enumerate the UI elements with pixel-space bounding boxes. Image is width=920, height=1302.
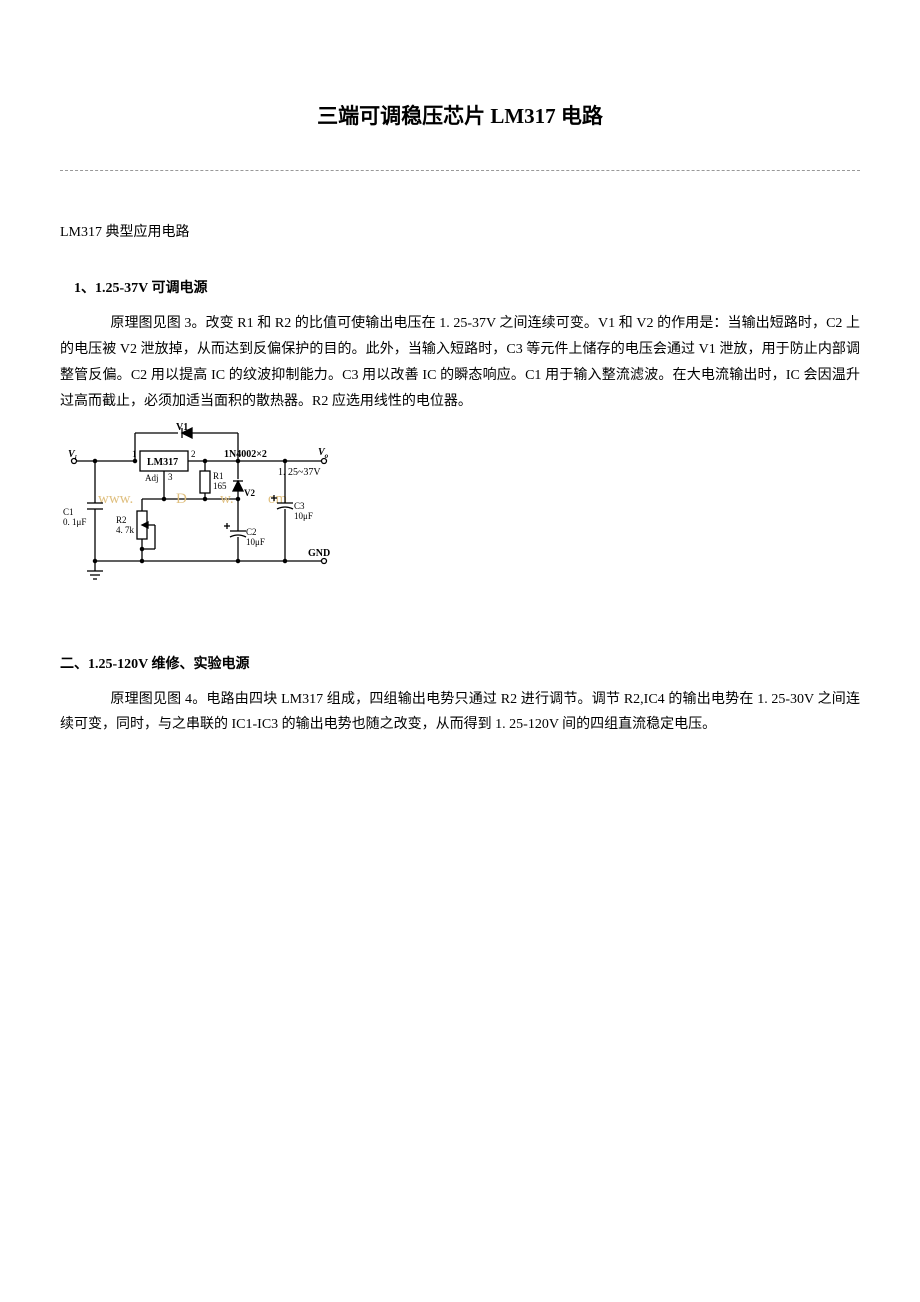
section2-paragraph: 原理图见图 4。电路由四块 LM317 组成，四组输出电势只通过 R2 进行调节… [60,687,860,739]
label-r2: R2 [116,515,127,525]
label-r1val: 165 [213,481,227,491]
label-pin2: 2 [191,449,196,459]
label-v1: V1 [176,422,188,433]
label-c1: C1 [63,507,74,517]
watermark2: D [176,491,187,507]
label-c2val: 10μF [246,537,265,547]
label-diodes: 1N4002×2 [224,449,267,460]
label-pin3: 3 [168,472,173,482]
section1-paragraph: 原理图见图 3。改变 R1 和 R2 的比值可使输出电压在 1. 25-37V … [60,311,860,415]
label-v2: V2 [244,488,255,498]
label-c1val: 0. 1μF [63,517,86,527]
section1-heading: 1、1.25-37V 可调电源 [60,277,860,297]
label-r2val: 4. 7k [116,525,135,535]
circuit-diagram: V1 Vi LM317 1 2 3 Adj Vo 1. 25~37V [60,421,860,593]
label-c3: C3 [294,501,305,511]
label-r1: R1 [213,471,224,481]
label-gnd: GND [308,548,330,559]
section2-heading: 二、1.25-120V 维修、实验电源 [60,653,860,673]
watermark3: w. [220,491,234,507]
divider [60,170,860,171]
page-title: 三端可调稳压芯片 LM317 电路 [60,100,860,130]
watermark: www. [98,491,133,507]
label-adj: Adj [145,473,159,483]
label-ic: LM317 [147,457,178,468]
subtitle: LM317 典型应用电路 [60,221,860,241]
label-c3val: 10μF [294,511,313,521]
label-pin1: 1 [132,449,137,459]
label-c2: C2 [246,527,257,537]
